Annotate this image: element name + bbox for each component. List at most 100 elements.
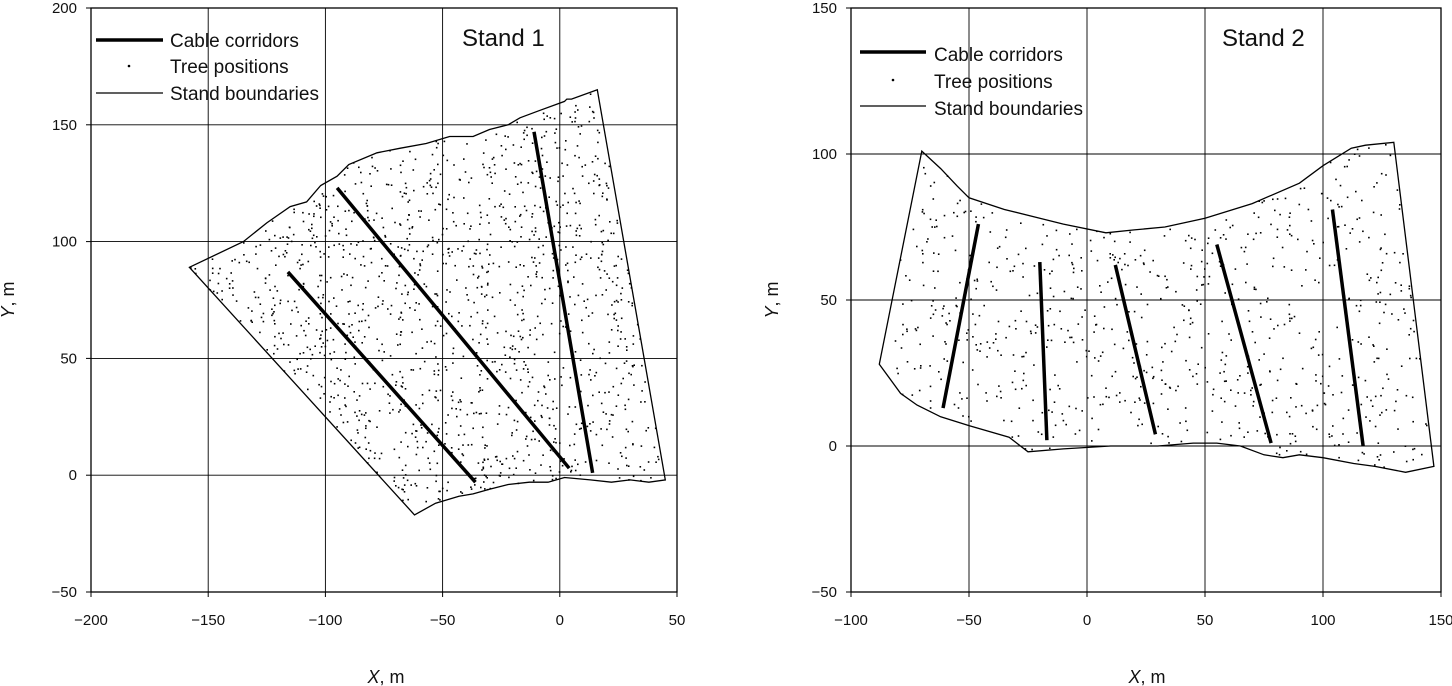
tree-point [515, 467, 517, 469]
x-tick-label: −100 [309, 612, 343, 629]
tree-point [268, 274, 271, 276]
tree-point [503, 346, 506, 349]
tree-point [932, 300, 934, 302]
tree-point [1076, 361, 1078, 363]
tree-point [1097, 360, 1100, 362]
tree-point [938, 371, 940, 373]
tree-point [482, 466, 485, 469]
tree-point [484, 295, 486, 298]
tree-point [1368, 279, 1371, 282]
tree-point [480, 293, 483, 295]
tree-point [505, 413, 508, 416]
tree-point [1160, 393, 1163, 395]
tree-point [501, 363, 503, 366]
tree-point [627, 272, 630, 275]
tree-point [1072, 297, 1074, 300]
tree-point [992, 342, 995, 344]
stand-1-legend-corridor-label: Cable corridors [170, 31, 299, 52]
tree-point [1090, 374, 1093, 377]
tree-point [295, 335, 298, 337]
tree-point [350, 243, 352, 245]
tree-point [234, 258, 236, 261]
tree-point [544, 298, 546, 301]
tree-point [370, 261, 373, 264]
tree-point [551, 475, 554, 477]
tree-point [420, 427, 423, 429]
tree-point [617, 345, 619, 347]
tree-point [448, 193, 450, 196]
tree-point [559, 226, 561, 228]
tree-point [343, 323, 345, 325]
tree-point [1291, 433, 1294, 435]
tree-point [554, 141, 557, 144]
tree-point [542, 253, 545, 256]
tree-point [558, 332, 561, 335]
tree-point [514, 220, 517, 223]
tree-point [461, 325, 463, 327]
tree-point [1355, 190, 1357, 193]
tree-point [489, 171, 492, 174]
tree-point [278, 255, 280, 258]
tree-point [363, 265, 366, 267]
tree-point [243, 242, 245, 244]
tree-point [615, 405, 618, 407]
tree-point [360, 171, 362, 174]
tree-point [1074, 433, 1077, 435]
tree-point [512, 455, 514, 457]
tree-point [395, 384, 397, 386]
tree-point [1270, 223, 1272, 226]
tree-point [445, 369, 448, 371]
tree-point [436, 462, 439, 465]
tree-point [316, 236, 318, 238]
tree-point [542, 454, 544, 456]
stand-2-legend-boundary-label: Stand boundaries [934, 99, 1083, 120]
tree-point [431, 423, 433, 426]
tree-point [319, 351, 321, 354]
tree-point [1339, 184, 1342, 187]
tree-point [995, 338, 997, 340]
tree-point [505, 168, 507, 170]
tree-point [461, 492, 464, 494]
tree-point [573, 276, 575, 278]
stand-2-boundary [878, 141, 1435, 473]
stand-1-tree-positions [190, 93, 660, 503]
tree-point [979, 350, 981, 352]
tree-point [554, 438, 556, 440]
tree-point [1123, 253, 1126, 255]
tree-point [612, 232, 615, 235]
tree-point [413, 283, 416, 286]
tree-point [1327, 385, 1330, 387]
tree-point [1336, 326, 1338, 329]
tree-point [586, 425, 589, 428]
tree-point [487, 270, 489, 273]
tree-point [217, 282, 220, 285]
stand-1-title: Stand 1 [462, 25, 545, 52]
tree-point [1305, 453, 1308, 456]
tree-point [1107, 281, 1109, 283]
tree-point [945, 322, 947, 324]
tree-point [544, 175, 547, 177]
tree-point [571, 465, 573, 468]
tree-point [1253, 288, 1256, 290]
tree-point [447, 198, 449, 201]
tree-point [407, 291, 409, 294]
tree-point [976, 278, 978, 281]
tree-point [1182, 262, 1185, 264]
tree-point [437, 163, 439, 166]
tree-point [611, 280, 614, 283]
tree-point [485, 475, 487, 478]
tree-point [1180, 440, 1183, 443]
tree-point [617, 301, 619, 303]
y-tick-label: 100 [52, 234, 77, 251]
tree-point [1342, 433, 1344, 435]
tree-point [1145, 354, 1148, 356]
tree-point [381, 272, 383, 274]
tree-point [1410, 296, 1412, 299]
tree-point [504, 371, 507, 373]
tree-point [401, 488, 403, 491]
tree-point [335, 305, 338, 307]
tree-point [913, 368, 916, 370]
tree-point [1412, 458, 1414, 461]
